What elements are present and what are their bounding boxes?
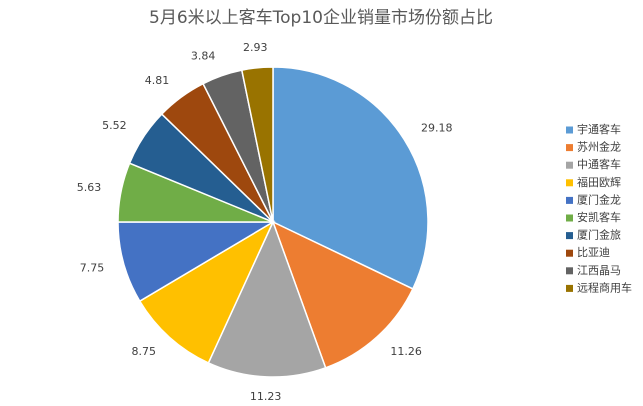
pie-slice — [207, 220, 327, 378]
legend-label: 江西晶马 — [577, 264, 621, 277]
legend-swatch — [566, 267, 573, 275]
pie-slice — [138, 220, 275, 364]
legend-label: 比亚迪 — [577, 246, 610, 259]
legend-label: 厦门金旅 — [577, 228, 621, 242]
data-label: 29.18 — [421, 122, 453, 135]
data-label: 11.23 — [250, 390, 282, 403]
data-label: 5.52 — [102, 119, 127, 132]
legend-label: 安凯客车 — [577, 210, 621, 224]
pie-slice — [117, 221, 276, 303]
data-label: 3.84 — [191, 50, 216, 63]
pie-slice — [272, 66, 429, 290]
legend-label: 厦门金龙 — [577, 192, 621, 206]
legend-swatch — [566, 214, 573, 222]
data-label: 8.75 — [131, 345, 156, 358]
data-label: 7.75 — [80, 261, 105, 274]
legend-label: 福田欧辉 — [577, 175, 621, 189]
legend-swatch — [566, 249, 573, 257]
chart-title: 5月6米以上客车Top10企业销量市场份额占比 — [149, 8, 493, 28]
legend-swatch — [566, 232, 573, 240]
data-label: 2.93 — [243, 41, 268, 54]
legend-label: 远程商用车 — [577, 280, 632, 294]
legend-swatch — [566, 144, 573, 152]
legend-label: 宇通客车 — [577, 122, 621, 136]
legend-swatch — [566, 126, 573, 134]
data-label: 4.81 — [145, 74, 170, 87]
legend-swatch — [566, 196, 573, 204]
legend-label: 苏州金龙 — [577, 140, 621, 154]
legend-swatch — [566, 179, 573, 187]
pie-slice — [271, 220, 414, 369]
legend-label: 中通客车 — [577, 157, 621, 171]
legend-swatch — [566, 284, 573, 292]
data-label: 5.63 — [77, 181, 102, 194]
legend-swatch — [566, 161, 573, 169]
pie-slice — [240, 66, 274, 223]
data-label: 11.26 — [390, 345, 422, 358]
